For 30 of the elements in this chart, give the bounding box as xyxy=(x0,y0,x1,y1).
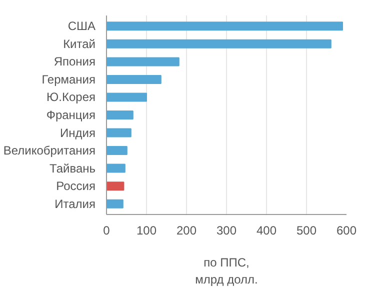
x-tick-label: 400 xyxy=(256,224,277,238)
x-tick-label: 500 xyxy=(296,224,317,238)
y-tick-label: Франция xyxy=(46,108,96,122)
x-tick-label: 300 xyxy=(216,224,237,238)
x-tick-label: 100 xyxy=(136,224,157,238)
x-tick-label: 600 xyxy=(336,224,357,238)
bar xyxy=(106,57,180,66)
bar xyxy=(106,146,128,156)
y-tick-label: Россия xyxy=(56,179,96,194)
y-tick-label: Япония xyxy=(54,54,96,69)
bar xyxy=(106,74,162,84)
bar xyxy=(106,164,126,173)
x-tick-label: 0 xyxy=(103,224,110,238)
bar xyxy=(106,110,134,120)
bar xyxy=(106,182,124,191)
y-tick-label: США xyxy=(68,19,96,34)
y-tick-label: Италия xyxy=(54,196,96,211)
x-tick-label: 200 xyxy=(176,224,197,238)
bar xyxy=(106,92,147,102)
bar xyxy=(106,199,124,208)
bar xyxy=(106,39,332,48)
y-tick-label: Тайвань xyxy=(50,161,96,176)
y-tick-label: Великобритания xyxy=(3,144,96,158)
bar xyxy=(106,128,132,138)
bar xyxy=(106,22,343,31)
y-tick-label: Китай xyxy=(63,36,96,51)
y-tick-label: Индия xyxy=(60,126,96,140)
y-tick-label: Ю.Корея xyxy=(46,90,96,104)
x-axis-title: по ППС, млрд долл. xyxy=(195,256,258,286)
y-tick-label: Германия xyxy=(42,72,96,86)
